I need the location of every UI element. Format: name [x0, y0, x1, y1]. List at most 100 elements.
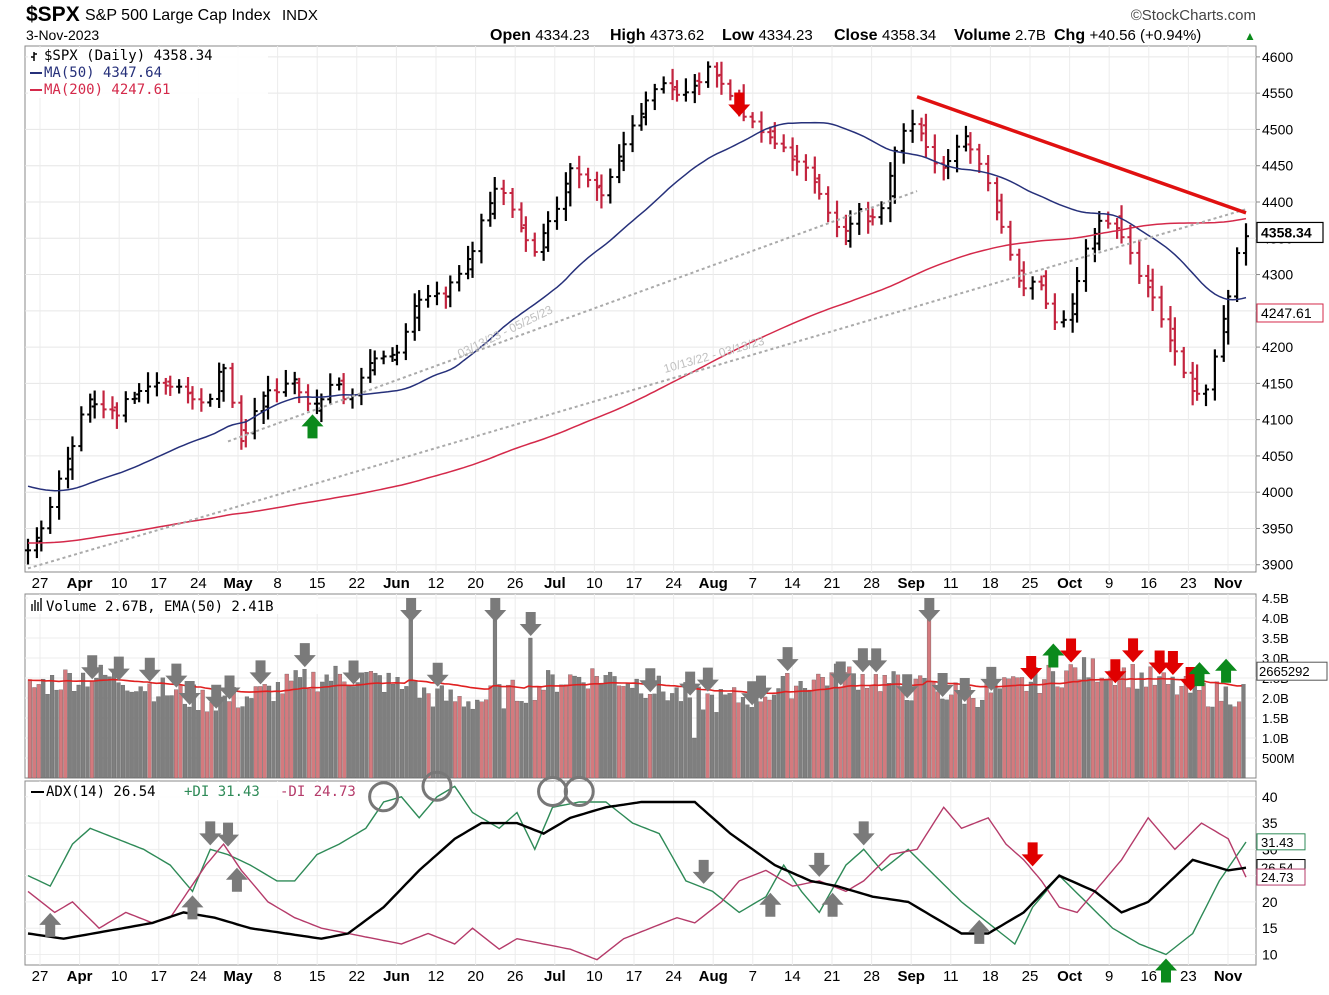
- volume-bar: [621, 686, 626, 779]
- volume-bar: [1050, 671, 1056, 779]
- adx-tick-label: 10: [1262, 946, 1278, 962]
- volume-bar: [940, 698, 945, 779]
- volume-bar: [1179, 686, 1184, 779]
- volume-bar: [1130, 664, 1135, 779]
- ohlc-bar: [811, 156, 818, 194]
- ohlc-bar: [162, 377, 169, 395]
- ohlc-bar: [962, 125, 969, 152]
- volume-bar: [200, 689, 205, 779]
- adx-tick-label: 20: [1262, 894, 1278, 910]
- volume-bar: [382, 691, 387, 779]
- last-price-tag: 4358.34: [1256, 221, 1324, 244]
- date-label: Aug: [699, 575, 728, 592]
- date-label: 9: [1105, 968, 1113, 985]
- volume-bar: [572, 675, 577, 779]
- volume-tick-label: 4.0B: [1262, 611, 1289, 626]
- ohlc-bar: [447, 275, 454, 308]
- index-name: S&P 500 Large Cap Index: [85, 7, 271, 24]
- gray-down-arrow-icon: [205, 684, 228, 709]
- ohlc-bar: [1118, 205, 1125, 244]
- ohlc-bar: [291, 371, 298, 395]
- volume-bar: [448, 689, 453, 779]
- date-label: 24: [665, 968, 682, 985]
- volume-bar: [780, 676, 785, 779]
- volume-bar: [723, 694, 728, 779]
- date-label: Jul: [544, 575, 566, 592]
- date-label: 11: [943, 968, 959, 985]
- volume-bar: [298, 677, 303, 779]
- volume-bar: [1006, 678, 1011, 779]
- volume-bar: [506, 684, 511, 779]
- price-tick-label: 3950: [1262, 520, 1293, 536]
- trend-line-long: [27, 208, 1247, 570]
- green-up-arrow-icon: [1188, 662, 1211, 687]
- volume-bar: [253, 686, 258, 779]
- volume-bar: [156, 696, 161, 779]
- ohlc-bar: [389, 347, 396, 362]
- volume-bar: [377, 675, 382, 779]
- volume-bar: [1081, 657, 1087, 779]
- volume-bar: [670, 693, 675, 779]
- volume-bar: [497, 684, 502, 779]
- date-label: Oct: [1057, 575, 1082, 592]
- volume-bar: [1073, 667, 1078, 779]
- volume-bar: [267, 685, 272, 779]
- adx-panel: [24, 780, 1257, 966]
- ohlc-bar: [416, 290, 423, 332]
- volume-bar: [1068, 664, 1073, 779]
- date-label: May: [223, 968, 253, 985]
- volume-bar: [475, 699, 480, 779]
- volume-bar: [851, 673, 856, 779]
- volume-bar: [368, 671, 374, 779]
- ohlc-bar: [1243, 223, 1249, 266]
- date-label: 15: [309, 968, 326, 985]
- ohlc-bar: [1180, 346, 1187, 379]
- ohlc-bar: [1171, 317, 1178, 366]
- price-legend-entry: MA(50) 4347.64: [44, 65, 162, 81]
- ma200-tag-box: [1256, 303, 1324, 323]
- volume-bar: [1002, 677, 1007, 779]
- volume-bar: [949, 694, 954, 779]
- volume-bar: [856, 689, 861, 779]
- ohlc-bar: [718, 61, 725, 95]
- volume-bar: [302, 668, 307, 779]
- ohlc-bar: [562, 172, 569, 222]
- volume-bar: [107, 676, 112, 779]
- volume-bar: [1011, 676, 1016, 779]
- volume-tick-label: 1.0B: [1262, 731, 1289, 746]
- volume-bar: [1028, 681, 1033, 779]
- ohlc-bar: [842, 214, 849, 246]
- ohlc-bar: [1189, 361, 1196, 406]
- volume-bar: [528, 637, 533, 779]
- date-label: 28: [863, 575, 880, 592]
- ohlc-bar: [122, 391, 129, 423]
- volume-bar: [244, 696, 250, 779]
- ohlc-bar: [616, 144, 623, 184]
- volume-bar: [1228, 704, 1233, 779]
- volume-bar: [342, 681, 347, 779]
- price-panel: [24, 45, 1257, 573]
- volume-bar: [306, 688, 312, 779]
- volume-bar: [129, 691, 134, 779]
- volume-bar: [103, 674, 108, 779]
- volume-tick-label: 4.5B: [1262, 591, 1289, 606]
- ohlc-bar: [393, 344, 400, 366]
- gray-down-arrow-icon: [750, 675, 773, 700]
- green-up-arrow-icon: [301, 414, 324, 439]
- volume-bar: [275, 682, 281, 779]
- volume-bar: [1019, 677, 1025, 779]
- volume-bar: [1024, 690, 1029, 779]
- gray-down-arrow-icon: [741, 681, 764, 706]
- volume-bar: [599, 683, 604, 779]
- volume-bar: [1205, 706, 1211, 779]
- volume-bar: [240, 706, 245, 779]
- ohlc-bar: [340, 373, 347, 405]
- up-triangle-icon: ▲: [1244, 29, 1256, 43]
- ohlc-bar: [642, 91, 649, 126]
- price-tick-label: 4550: [1262, 85, 1293, 101]
- volume-bar: [661, 691, 666, 779]
- volume-bar: [577, 676, 582, 779]
- ohlc-bar: [674, 80, 681, 102]
- volume-bar: [178, 684, 183, 779]
- ohlc-bar: [456, 265, 463, 292]
